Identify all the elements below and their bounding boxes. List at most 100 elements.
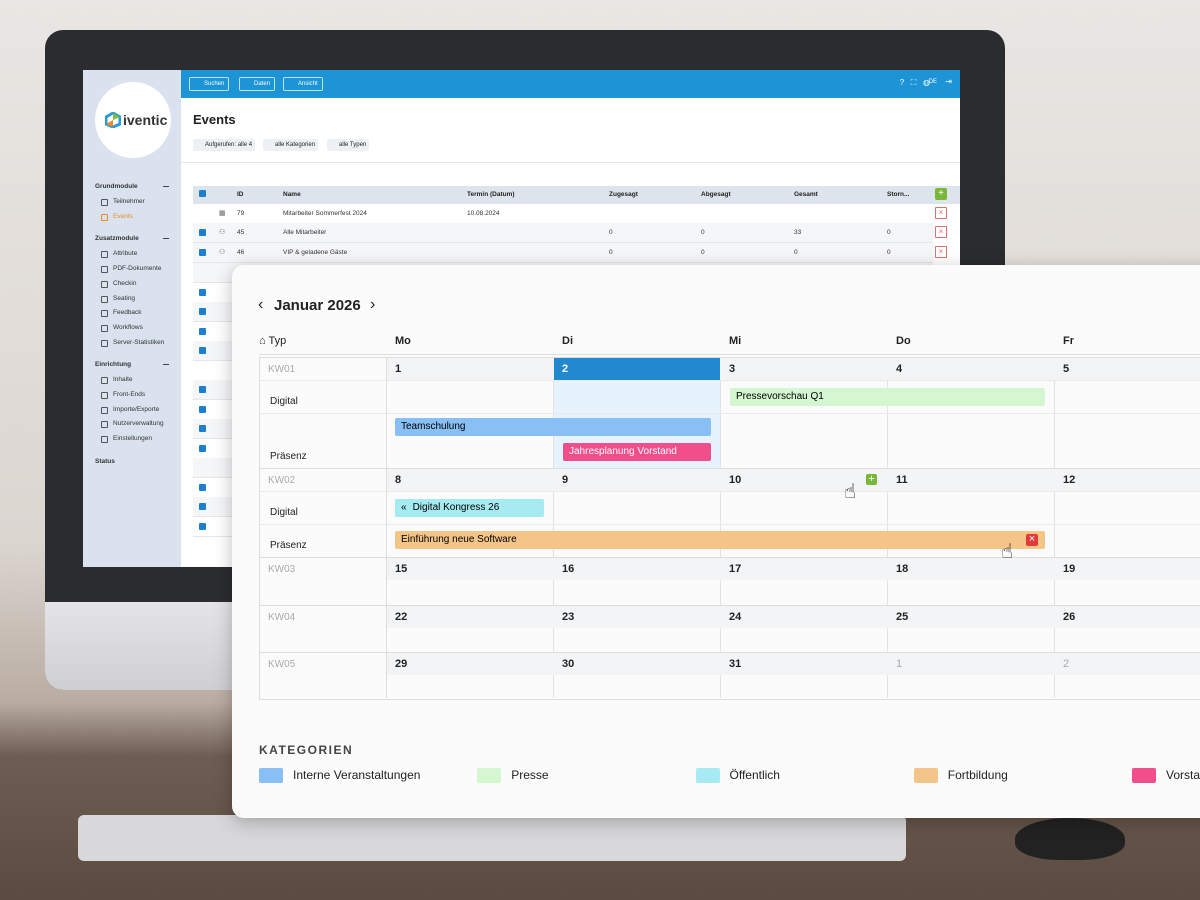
row-type-icon: ⚇ [219, 229, 226, 236]
date-number: 1 [395, 363, 402, 375]
column-header: ID [237, 191, 244, 198]
sidebar-item[interactable]: Attribute [113, 250, 138, 258]
language[interactable]: DE [928, 79, 937, 85]
event-count: 0 [794, 249, 798, 256]
sidebar-item[interactable]: Nutzerverwaltung [113, 420, 164, 428]
week-label: KW01 [268, 364, 296, 375]
calendar-event[interactable]: Einführung neue Software [395, 531, 1045, 549]
sidebar-item[interactable]: Einstellungen [113, 435, 153, 443]
logout-icon[interactable]: ⇥ [945, 77, 952, 86]
row-checkbox [199, 405, 206, 413]
calendar-panel: ‹ Januar 2026 › ⌂ Typ KATEGORIEN Mo Di Mi D… [232, 265, 1200, 818]
grid-divider [887, 357, 888, 698]
filter-chip[interactable]: Aufgerufen: alle 4 [193, 139, 256, 151]
add-button[interactable]: + [935, 188, 947, 200]
sidebar-icon [101, 310, 108, 318]
delete-button[interactable]: × [935, 226, 947, 238]
calendar-event[interactable]: Pressevorschau Q1 [730, 388, 1045, 406]
toolbar-button[interactable]: Suchen [189, 77, 230, 91]
grid-divider [1054, 357, 1055, 698]
sidebar-icon [101, 392, 108, 399]
event-name[interactable]: Alle Mitarbeiter [283, 229, 327, 236]
sidebar-item[interactable]: Front-Ends [113, 391, 146, 398]
sidebar-section: Grundmodule [95, 183, 138, 190]
week-label: KW05 [268, 659, 296, 670]
sidebar-item[interactable]: Events [113, 212, 133, 220]
row-checkbox [199, 327, 206, 335]
legend-label: Presse [511, 768, 549, 782]
grid-divider [553, 357, 554, 698]
row-checkbox [199, 249, 206, 256]
date-number: 9 [562, 474, 569, 486]
week-separator [259, 357, 1200, 358]
sidebar-item[interactable]: Feedback [113, 309, 142, 317]
event-name[interactable]: Mitarbeiter Sommerfest 2024 [283, 210, 367, 217]
weekday-header: Di [562, 335, 573, 347]
week-label: KW02 [268, 475, 296, 486]
row-separator [259, 524, 1200, 525]
column-header: Name [283, 191, 301, 198]
column-header: Abgesagt [701, 191, 731, 198]
event-name[interactable]: VIP & geladene Gäste [283, 249, 348, 256]
event-id: 46 [237, 249, 245, 256]
date-number: 17 [729, 563, 742, 575]
toolbar-icons: ? ⛶ ◍ [899, 78, 930, 87]
event-count: 0 [609, 229, 613, 236]
date-number: 15 [395, 563, 408, 575]
legend-label: Öffentlich [729, 768, 780, 782]
date-number: 11 [896, 474, 908, 486]
row-type-icon: ▦ [219, 210, 226, 217]
keyboard [78, 815, 906, 861]
sidebar-item[interactable]: Importe/Exporte [113, 405, 160, 413]
row-label: Digital [270, 396, 298, 407]
delete-event-button[interactable]: × [1026, 534, 1038, 546]
date-number: 24 [729, 611, 742, 623]
page-title: Events [193, 112, 236, 127]
table-header [193, 186, 960, 204]
toolbar-button[interactable]: Ansicht [283, 77, 323, 91]
filter-chip[interactable]: alle Typen [327, 139, 370, 151]
delete-button[interactable]: × [935, 246, 947, 258]
row-checkbox [199, 425, 206, 432]
date-number: 26 [1063, 611, 1076, 623]
add-event-button[interactable]: + [866, 474, 877, 485]
legend-label: Interne Veranstaltungen [293, 768, 421, 782]
sidebar-icon [101, 295, 108, 303]
date-number: 16 [562, 563, 575, 575]
week-separator [259, 468, 1200, 469]
sidebar-item[interactable]: PDF-Dokumente [113, 265, 162, 273]
column-header: Storn... [887, 191, 910, 198]
sidebar-item[interactable]: Teilnehmer [113, 198, 145, 205]
row-separator [259, 380, 1200, 381]
filter-chip[interactable]: alle Kategorien [263, 139, 319, 151]
legend-swatch [1132, 768, 1156, 783]
legend-swatch [695, 768, 720, 783]
date-number: 10 [729, 474, 742, 486]
sidebar-item[interactable]: Inhalte [113, 376, 133, 384]
calendar-event[interactable]: Teamschulung [395, 418, 711, 436]
date-strip [387, 558, 1200, 580]
row-checkbox [199, 386, 206, 393]
sidebar-icon [101, 280, 108, 288]
row-separator [259, 413, 1200, 414]
sidebar-item[interactable]: Seating [113, 294, 136, 302]
date-number: 31 [729, 658, 742, 670]
sidebar-item[interactable]: Workflows [113, 323, 143, 331]
delete-button[interactable]: × [935, 207, 947, 219]
next-month[interactable]: › [370, 296, 376, 313]
row-separator [259, 491, 1200, 492]
sidebar-item[interactable]: Checkin [113, 279, 137, 287]
calendar-event[interactable]: « Digital Kongress 26 [395, 499, 544, 517]
toolbar-button[interactable]: Daten [239, 77, 276, 91]
row-checkbox [199, 522, 206, 530]
row-label: Präsenz [270, 540, 307, 551]
event-date: 10.08.2024 [467, 210, 500, 217]
prev-month[interactable]: ‹ [258, 296, 264, 313]
sidebar-icon [101, 339, 108, 347]
today-header [554, 358, 720, 380]
sidebar-item[interactable]: Server-Statistiken [113, 338, 165, 346]
calendar-event[interactable]: Jahresplanung Vorstand [563, 443, 711, 461]
date-number: 19 [1063, 563, 1076, 575]
sidebar-section: Status [95, 457, 115, 465]
date-strip [387, 469, 1200, 491]
